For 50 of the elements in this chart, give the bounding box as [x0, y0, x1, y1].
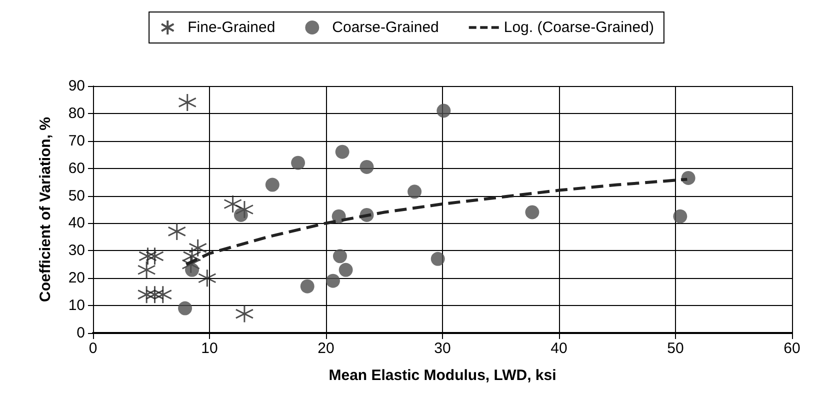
point — [234, 208, 248, 222]
y-tick-label: 90 — [68, 78, 85, 94]
point — [145, 246, 164, 266]
x-tick-label: 60 — [784, 340, 800, 357]
y-tick-label: 80 — [68, 104, 85, 122]
legend-label: Log. (Coarse-Grained) — [504, 19, 654, 36]
point — [188, 238, 208, 258]
legend-label: Coarse-Grained — [332, 19, 439, 36]
x-tick-label: 50 — [667, 340, 684, 357]
point — [235, 304, 254, 324]
y-tick-label: 50 — [68, 187, 85, 204]
point — [168, 222, 186, 241]
point — [154, 285, 172, 304]
point — [198, 268, 216, 288]
point — [430, 252, 445, 266]
point — [525, 205, 540, 220]
x-tick-label: 10 — [201, 340, 218, 357]
y-axis-title: Coefficient of Variation, % — [37, 116, 54, 302]
point — [408, 184, 422, 199]
point — [137, 285, 156, 304]
point — [178, 93, 197, 112]
point — [360, 160, 374, 174]
x-axis-title: Mean Elastic Modulus, LWD, ksi — [328, 367, 556, 384]
point — [145, 285, 164, 304]
x-tick-label: 40 — [550, 340, 568, 357]
y-tick-label: 10 — [68, 297, 85, 314]
point — [291, 156, 306, 170]
x-tick-label: 30 — [434, 340, 451, 357]
point — [185, 262, 200, 277]
point — [326, 274, 340, 288]
y-tick-label: 60 — [68, 160, 85, 177]
point — [138, 246, 158, 266]
point — [300, 279, 314, 294]
point — [137, 260, 156, 280]
y-tick-label: 30 — [68, 242, 85, 260]
point — [332, 249, 347, 264]
point — [335, 144, 350, 159]
y-tick-label: 70 — [68, 132, 85, 150]
y-tick-label: 0 — [76, 324, 85, 342]
y-tick-label: 40 — [68, 214, 85, 232]
point — [178, 301, 192, 316]
legend-label: Fine-Grained — [188, 19, 276, 36]
point — [265, 178, 280, 192]
point — [436, 104, 451, 118]
point — [332, 209, 346, 224]
point — [338, 262, 353, 277]
point — [673, 209, 688, 224]
y-tick-label: 20 — [68, 270, 85, 287]
x-tick-label: 20 — [318, 340, 334, 357]
x-tick-label: 0 — [88, 340, 98, 357]
